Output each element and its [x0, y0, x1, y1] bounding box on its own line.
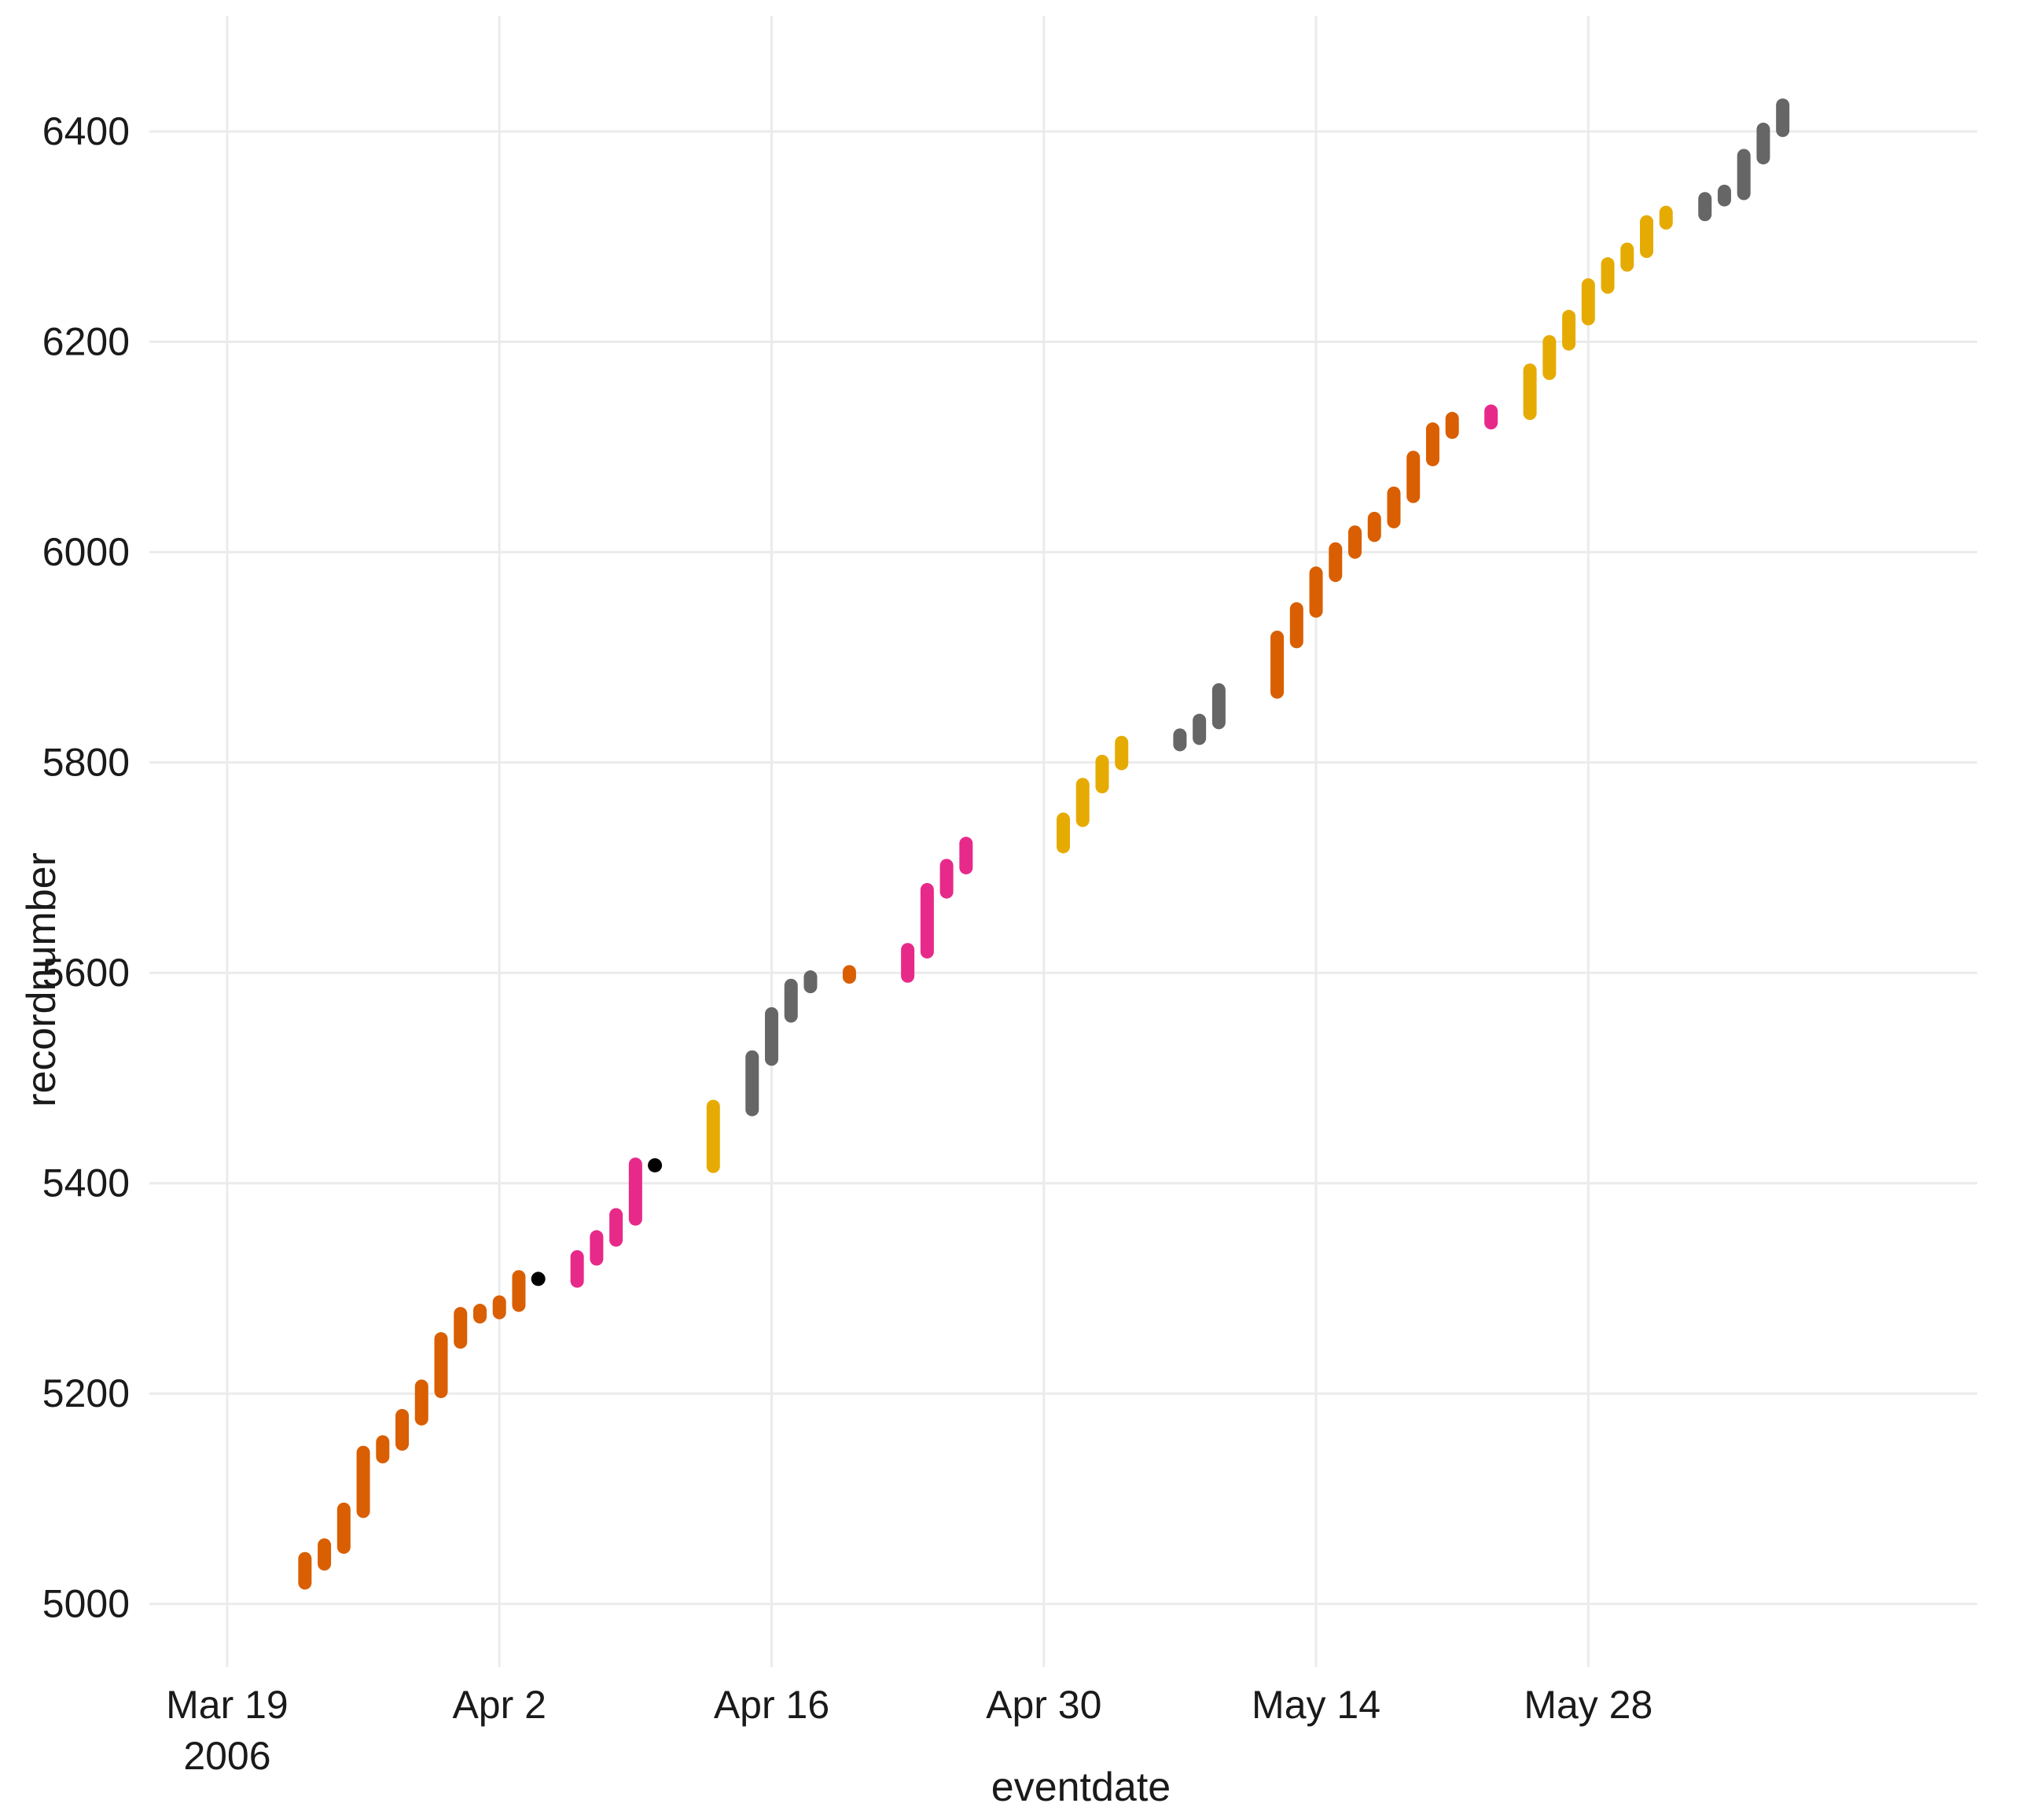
x-tick-label: Apr 2	[452, 1683, 546, 1727]
y-tick-label: 5600	[42, 951, 130, 995]
data-marks	[298, 98, 1790, 1590]
record-point	[648, 1157, 663, 1172]
x-tick-label: Mar 19	[166, 1683, 289, 1727]
y-tick-label: 5000	[42, 1582, 130, 1626]
x-tick-label: Apr 16	[714, 1683, 829, 1727]
y-tick-label: 6200	[42, 320, 130, 364]
x-axis: Mar 19 2006 Apr 2 Apr 16 Apr 30 May 14 May 28	[166, 1683, 1652, 1778]
grid	[149, 16, 1977, 1667]
x-tick-label: May 28	[1524, 1683, 1652, 1727]
y-axis-title: recordnumber	[19, 852, 64, 1107]
y-tick-label: 5200	[42, 1371, 130, 1415]
x-tick-label: May 14	[1252, 1683, 1380, 1727]
y-tick-label: 5800	[42, 741, 130, 785]
y-axis: 5000 5200 5400 5600 5800 6000 6200 6400	[42, 109, 130, 1626]
y-tick-label: 6000	[42, 530, 130, 574]
y-tick-label: 5400	[42, 1161, 130, 1205]
y-tick-label: 6400	[42, 109, 130, 153]
x-axis-title: eventdate	[991, 1765, 1171, 1810]
x-tick-label: Apr 30	[986, 1683, 1101, 1727]
record-point	[531, 1271, 546, 1286]
x-tick-sublabel: 2006	[183, 1734, 270, 1778]
